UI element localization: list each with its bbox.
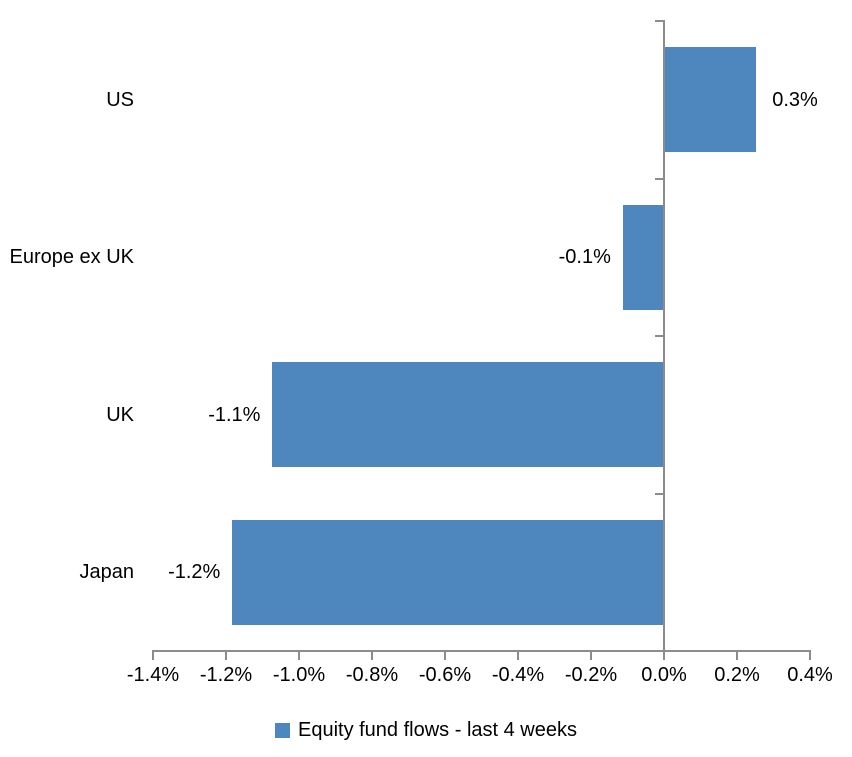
category-label-japan: Japan xyxy=(79,561,135,584)
x-tick-label-1: -1.2% xyxy=(199,664,253,686)
category-axis-tick xyxy=(655,492,663,495)
value-axis-tick xyxy=(371,650,373,660)
category-axis-tick xyxy=(655,177,663,180)
data-label-japan: -1.2% xyxy=(168,561,221,584)
x-tick-label-6: -0.2% xyxy=(564,664,618,686)
value-axis-tick xyxy=(736,650,738,660)
x-tick-label-8: 0.2% xyxy=(714,664,760,686)
category-axis-tick xyxy=(655,20,663,22)
x-tick-label-7: 0.0% xyxy=(641,664,687,686)
value-axis-line xyxy=(152,650,811,652)
x-tick-label-5: -0.4% xyxy=(491,664,545,686)
data-label-uk: -1.1% xyxy=(208,403,261,426)
value-axis-tick xyxy=(809,650,811,660)
x-tick-label-0: -1.4% xyxy=(126,664,180,686)
value-axis-tick xyxy=(152,650,154,660)
category-axis-tick xyxy=(655,335,663,337)
legend-label: Equity fund flows - last 4 weeks xyxy=(297,718,577,741)
category-axis-line xyxy=(663,20,665,652)
x-tick-label-3: -0.8% xyxy=(345,664,399,686)
x-tick-label-4: -0.6% xyxy=(418,664,472,686)
category-label-us: US xyxy=(106,88,134,111)
value-axis-tick xyxy=(517,650,519,660)
data-label-europe-ex-uk: -0.1% xyxy=(558,246,611,269)
value-axis-tick xyxy=(225,650,227,660)
x-tick-label-2: -1.0% xyxy=(272,664,326,686)
value-axis-tick xyxy=(663,650,665,660)
legend-swatch-icon xyxy=(274,722,290,738)
x-tick-label-9: 0.4% xyxy=(787,664,833,686)
value-axis-tick xyxy=(590,650,592,660)
value-axis-tick xyxy=(298,650,300,660)
bar-japan xyxy=(232,519,663,625)
bar-uk xyxy=(272,362,663,468)
legend: Equity fund flows - last 4 weeks xyxy=(0,716,852,744)
category-label-uk: UK xyxy=(106,403,134,426)
category-label-europe-ex-uk: Europe ex UK xyxy=(9,246,134,269)
bar-europe-ex-uk xyxy=(622,204,663,310)
data-label-us: 0.3% xyxy=(772,88,818,111)
bar-us xyxy=(665,47,757,153)
value-axis-tick xyxy=(444,650,446,660)
